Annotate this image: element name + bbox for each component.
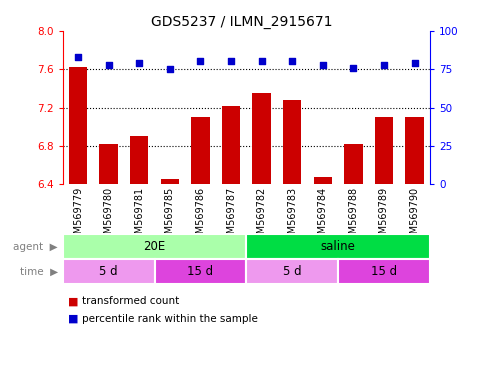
- Point: [135, 60, 143, 66]
- Text: saline: saline: [321, 240, 355, 253]
- Text: GSM569784: GSM569784: [318, 187, 328, 246]
- Text: GSM569789: GSM569789: [379, 187, 389, 246]
- Bar: [99, 144, 118, 184]
- Point: [411, 60, 418, 66]
- Text: GSM569782: GSM569782: [256, 187, 267, 246]
- Point: [258, 58, 266, 65]
- Bar: [283, 100, 301, 184]
- Text: GDS5237 / ILMN_2915671: GDS5237 / ILMN_2915671: [151, 15, 332, 29]
- Point: [166, 66, 174, 72]
- Text: percentile rank within the sample: percentile rank within the sample: [82, 314, 258, 324]
- Text: GSM569788: GSM569788: [348, 187, 358, 246]
- Point: [319, 61, 327, 68]
- Bar: [246, 259, 338, 284]
- Text: agent  ▶: agent ▶: [14, 242, 58, 252]
- Bar: [222, 106, 240, 184]
- Text: GSM569787: GSM569787: [226, 187, 236, 246]
- Text: ■: ■: [68, 314, 78, 324]
- Point: [74, 54, 82, 60]
- Text: GSM569786: GSM569786: [196, 187, 205, 246]
- Text: transformed count: transformed count: [82, 296, 179, 306]
- Text: GSM569783: GSM569783: [287, 187, 297, 246]
- Text: 5 d: 5 d: [283, 265, 301, 278]
- Bar: [338, 259, 430, 284]
- Text: ■: ■: [68, 296, 78, 306]
- Point: [350, 65, 357, 71]
- Text: GSM569779: GSM569779: [73, 187, 83, 246]
- Text: GSM569790: GSM569790: [410, 187, 420, 246]
- Bar: [63, 259, 155, 284]
- Bar: [313, 177, 332, 184]
- Text: GSM569781: GSM569781: [134, 187, 144, 246]
- Bar: [63, 234, 246, 259]
- Bar: [191, 117, 210, 184]
- Text: 15 d: 15 d: [371, 265, 397, 278]
- Point: [227, 58, 235, 65]
- Bar: [344, 144, 363, 184]
- Bar: [130, 136, 148, 184]
- Text: time  ▶: time ▶: [20, 266, 58, 277]
- Bar: [69, 67, 87, 184]
- Bar: [155, 259, 246, 284]
- Bar: [405, 117, 424, 184]
- Point: [380, 61, 388, 68]
- Text: GSM569785: GSM569785: [165, 187, 175, 246]
- Bar: [246, 234, 430, 259]
- Point: [197, 58, 204, 65]
- Point: [105, 61, 113, 68]
- Text: 15 d: 15 d: [187, 265, 213, 278]
- Text: 20E: 20E: [143, 240, 166, 253]
- Bar: [375, 117, 393, 184]
- Bar: [253, 93, 271, 184]
- Bar: [161, 179, 179, 184]
- Point: [288, 58, 296, 65]
- Text: GSM569780: GSM569780: [104, 187, 114, 246]
- Text: 5 d: 5 d: [99, 265, 118, 278]
